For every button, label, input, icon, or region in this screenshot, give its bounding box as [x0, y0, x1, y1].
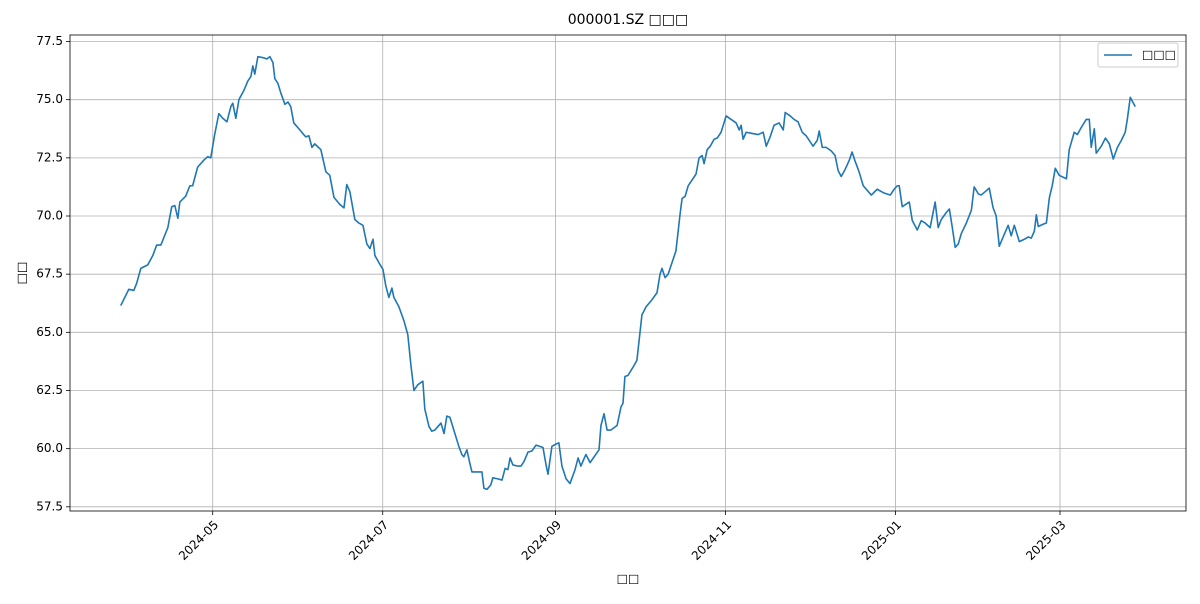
y-tick-label: 75.0 — [36, 92, 63, 106]
y-tick-label: 70.0 — [36, 209, 63, 223]
x-tick-label: 2025-01 — [859, 518, 904, 563]
y-tick-label: 72.5 — [36, 150, 63, 164]
x-tick-label: 2024-07 — [346, 518, 391, 563]
y-tick-label: 60.0 — [36, 441, 63, 455]
x-axis-label: □□ — [617, 572, 640, 586]
x-tick-label: 2024-09 — [519, 518, 564, 563]
chart-title: 000001.SZ □□□ — [568, 12, 689, 28]
y-tick-label: 77.5 — [36, 34, 63, 48]
x-tick-label: 2024-11 — [689, 518, 734, 563]
data-line — [120, 55, 1136, 491]
x-tick-label: 2025-03 — [1023, 518, 1068, 563]
y-tick-label: 62.5 — [36, 383, 63, 397]
legend-box — [1097, 42, 1179, 68]
plot-frame — [69, 34, 1187, 512]
y-axis-label: □□ — [15, 262, 29, 285]
legend-label: □□□ — [1142, 48, 1176, 62]
x-tick-label: 2024-05 — [176, 518, 221, 563]
y-tick-label: 57.5 — [36, 499, 63, 513]
y-tick-label: 65.0 — [36, 325, 63, 339]
y-tick-label: 67.5 — [36, 267, 63, 281]
